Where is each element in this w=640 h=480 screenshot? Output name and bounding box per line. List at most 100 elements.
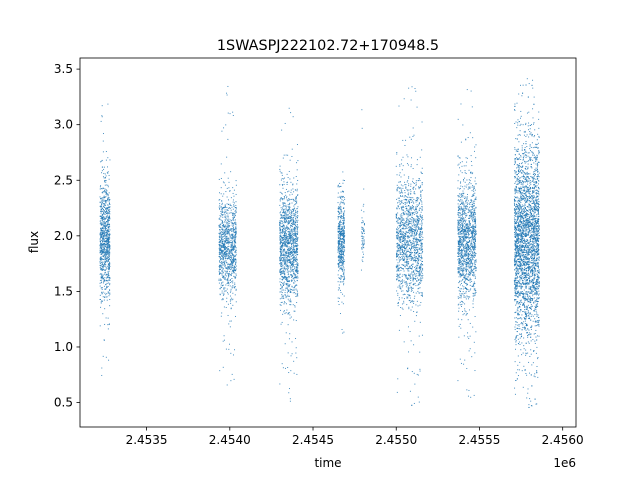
data-point <box>223 335 225 337</box>
data-point <box>105 246 107 248</box>
data-point <box>418 228 420 230</box>
data-point <box>222 277 224 279</box>
data-point <box>417 305 419 307</box>
data-point <box>229 190 231 192</box>
data-point <box>296 295 298 297</box>
data-point <box>295 320 297 322</box>
data-point <box>339 204 341 206</box>
data-point <box>102 282 104 284</box>
data-point <box>296 190 298 192</box>
data-point <box>107 229 109 231</box>
data-point <box>409 207 411 209</box>
data-point <box>222 250 224 252</box>
data-point <box>104 252 106 254</box>
data-point <box>288 338 290 340</box>
data-point <box>105 216 107 218</box>
data-point <box>233 261 235 263</box>
data-point <box>421 334 423 336</box>
data-point <box>281 217 283 219</box>
data-point <box>402 290 404 292</box>
data-point <box>100 205 102 207</box>
data-point <box>284 251 286 253</box>
data-point <box>287 210 289 212</box>
data-point <box>415 275 417 277</box>
data-point <box>222 275 224 277</box>
data-point <box>293 208 295 210</box>
data-point <box>225 275 227 277</box>
data-point <box>343 239 345 241</box>
data-point <box>343 263 345 265</box>
data-point <box>234 267 236 269</box>
data-point <box>102 240 104 242</box>
data-point <box>363 247 365 249</box>
data-point <box>296 245 298 247</box>
data-point <box>343 207 345 209</box>
data-point <box>340 262 342 264</box>
data-point <box>398 249 400 251</box>
data-point <box>404 184 406 186</box>
data-point <box>231 252 233 254</box>
data-point <box>291 230 293 232</box>
data-point <box>221 270 223 272</box>
data-point <box>105 175 107 177</box>
data-point <box>285 252 286 254</box>
data-point <box>104 191 106 193</box>
data-point <box>234 266 236 268</box>
data-point <box>401 224 403 226</box>
data-point <box>102 265 104 267</box>
data-point <box>218 264 220 266</box>
data-point <box>340 216 342 218</box>
data-point <box>283 258 285 260</box>
data-point <box>100 227 102 229</box>
data-point <box>396 243 398 245</box>
data-point <box>291 341 293 343</box>
data-point <box>103 200 105 202</box>
data-point <box>296 233 298 235</box>
data-point <box>102 206 104 208</box>
data-point <box>397 255 399 257</box>
data-point <box>413 202 415 204</box>
data-point <box>105 240 107 242</box>
data-point <box>338 213 340 215</box>
data-point <box>109 290 111 292</box>
data-point <box>287 275 289 277</box>
data-point <box>106 256 108 258</box>
data-point <box>280 253 282 255</box>
data-point <box>412 280 414 282</box>
data-point <box>108 268 110 270</box>
data-point <box>104 261 106 263</box>
data-point <box>406 257 408 259</box>
data-point <box>338 243 340 245</box>
data-point <box>295 251 297 253</box>
data-point <box>100 301 102 303</box>
data-point <box>230 241 232 243</box>
data-point <box>403 231 405 233</box>
data-point <box>235 252 237 254</box>
data-point <box>405 255 407 257</box>
data-point <box>226 196 228 198</box>
data-point <box>291 276 293 278</box>
data-point <box>102 223 104 225</box>
data-point <box>288 212 290 214</box>
data-point <box>231 212 233 214</box>
data-point <box>409 199 411 201</box>
data-point <box>232 261 234 263</box>
data-point <box>99 238 101 240</box>
data-point <box>295 244 297 246</box>
data-point <box>397 235 399 237</box>
data-point <box>281 232 283 234</box>
data-point <box>410 340 412 342</box>
data-point <box>280 255 282 257</box>
data-point <box>340 277 342 279</box>
data-point <box>230 246 232 248</box>
data-point <box>99 244 101 246</box>
data-point <box>292 233 294 235</box>
data-point <box>223 277 225 279</box>
data-point <box>279 168 281 170</box>
data-point <box>232 270 234 272</box>
data-point <box>288 286 290 288</box>
data-point <box>407 294 409 296</box>
data-point <box>284 262 286 264</box>
data-point <box>232 208 234 210</box>
data-point <box>294 242 296 244</box>
